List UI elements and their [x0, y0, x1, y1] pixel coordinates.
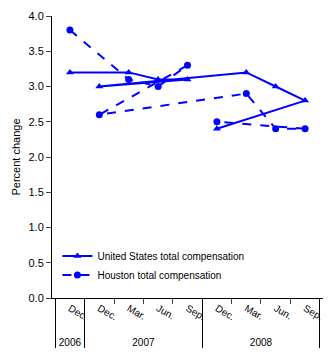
- svg-text:2008: 2008: [250, 337, 273, 348]
- svg-text:2006: 2006: [59, 337, 82, 348]
- svg-text:2.0: 2.0: [29, 151, 44, 163]
- svg-text:Jun.: Jun.: [155, 303, 177, 322]
- svg-text:Houston total compensation: Houston total compensation: [97, 270, 221, 281]
- svg-text:Mar.: Mar.: [125, 303, 147, 322]
- svg-text:1.5: 1.5: [29, 186, 44, 198]
- svg-text:3.0: 3.0: [29, 80, 44, 92]
- svg-text:Dec.: Dec.: [66, 303, 89, 323]
- svg-text:0.0: 0.0: [29, 292, 44, 304]
- svg-text:Dec.: Dec.: [96, 303, 119, 323]
- svg-text:2.5: 2.5: [29, 116, 44, 128]
- svg-text:Percent change: Percent change: [10, 118, 22, 195]
- svg-text:Sep.: Sep.: [184, 303, 207, 323]
- svg-text:Mar.: Mar.: [243, 303, 265, 322]
- svg-text:United States total compensati: United States total compensation: [97, 251, 244, 262]
- svg-text:4.0: 4.0: [29, 10, 44, 22]
- svg-text:1.0: 1.0: [29, 221, 44, 233]
- svg-text:Dec.: Dec.: [213, 303, 236, 323]
- svg-text:3.5: 3.5: [29, 45, 44, 57]
- svg-text:Sep.: Sep.: [302, 303, 325, 323]
- svg-text:Jun.: Jun.: [272, 303, 294, 322]
- svg-text:0.5: 0.5: [29, 257, 44, 269]
- svg-text:2007: 2007: [132, 337, 155, 348]
